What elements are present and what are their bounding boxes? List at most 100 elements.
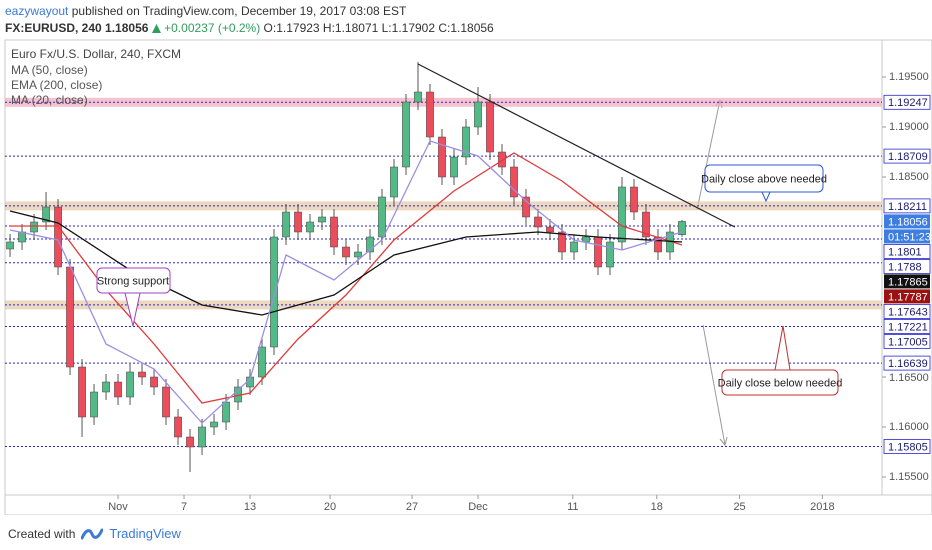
candle-body [366,236,374,253]
candle-body [402,101,410,168]
callout-box [96,267,171,294]
level-label: 1.19247 [888,97,928,109]
candle-body [534,216,542,228]
callout-box [721,369,839,396]
brand[interactable]: TradingView [109,526,181,541]
x-tick-label: 20 [324,501,336,513]
candle-body [474,101,482,128]
callout-text: Daily close above needed [701,173,827,185]
candle-body [30,221,38,233]
price-badge-label: 1.18056 [888,216,928,228]
candle-body [678,221,686,235]
candle-body [330,216,338,248]
candle-body [462,126,470,158]
candle-body [414,91,422,103]
candle-body [498,151,506,168]
level-label-box [883,303,931,319]
candle-body [258,346,266,378]
candle-body [6,241,14,250]
candle-body [510,166,518,198]
candle-body [582,236,590,243]
indicator-line [10,152,683,404]
candle-body [378,196,386,238]
level-label: 1.16639 [888,358,928,370]
candle-body [114,381,122,398]
y-tick-label: 1.19500 [889,71,929,83]
quote: O:1.17923 H:1.18071 L:1.17902 C:1.18056 [263,21,494,35]
candle-body [150,376,158,388]
callout-pointer [124,292,141,327]
candle-body [174,416,182,438]
candle-body [606,241,614,268]
candle-body [198,426,206,448]
candle-body [558,231,566,253]
header: eazywayout published on TradingView.com,… [5,3,494,37]
author[interactable]: eazywayout [5,4,69,18]
candle-body [630,186,638,213]
header-line: eazywayout published on TradingView.com,… [5,3,494,20]
x-tick-label: 2018 [810,501,834,513]
x-tick-label: Nov [108,501,128,513]
level-zone [5,97,882,107]
level-label-box [883,243,931,259]
level-label-box [883,439,931,454]
x-tick-label: 25 [733,501,745,513]
candle-body [642,211,650,238]
candle-body [162,386,170,418]
level-label: 1.15805 [888,441,928,453]
legend-entry: MA (50, close) [11,63,88,77]
x-tick-label: 27 [406,501,418,513]
logo [81,528,104,539]
level-label: 1.1788 [888,261,922,273]
up-arrow [151,24,161,33]
chart: Euro Fx/U.S. Dollar, 240, FXCM MA (50, cl… [4,39,932,515]
callout-box [704,164,824,193]
level-label: 1.17221 [888,321,928,333]
candle-body [594,236,602,268]
callout-pointer [761,191,771,203]
level-label: 1.17643 [888,306,928,318]
candle-body [66,266,74,368]
candle-body [294,211,302,233]
symbol: FX:EURUSD, 240 [5,21,102,35]
candle-body [78,366,86,418]
y-tick-label: 1.16500 [889,372,929,384]
candle-body [222,401,230,423]
candle-body [90,391,98,418]
level-label-box [883,318,931,334]
y-tick-label: 1.18500 [889,171,929,183]
level-label: 1.18211 [888,201,927,213]
candle-body [318,216,326,223]
callout-text: Strong support [97,275,169,287]
candle-body [270,236,278,348]
level-label-box [883,333,931,349]
level-label: 1.18709 [888,151,928,163]
candle-body [282,211,290,238]
candle-body [210,421,218,428]
y-tick-label: 1.19000 [889,121,929,133]
candle-body [342,246,350,258]
x-tick-label: 18 [651,501,663,513]
level-label-box [883,355,931,371]
candle-body [486,101,494,153]
level-label: 1.17005 [888,336,928,348]
arrow-up [696,98,723,211]
candle-body [138,371,146,378]
countdown: 01:51:23 [888,231,931,243]
candle-body [570,241,578,253]
x-tick-label: 7 [181,501,187,513]
candle-body [102,381,110,393]
price: 1.18056 [105,21,149,35]
price-badge [884,214,930,229]
arrow-down [702,324,728,447]
change: +0.00237 (+0.2%) [164,21,261,35]
price-badge [884,274,930,289]
y-tick-label: 1.16000 [889,421,929,433]
price-badge-label: 1.17865 [888,276,928,288]
price-badge [884,289,930,304]
level-label-box [883,258,931,274]
frame [4,39,932,515]
candle-body [450,156,458,178]
x-tick-label: 11 [567,501,578,513]
level-label-box [883,94,931,110]
